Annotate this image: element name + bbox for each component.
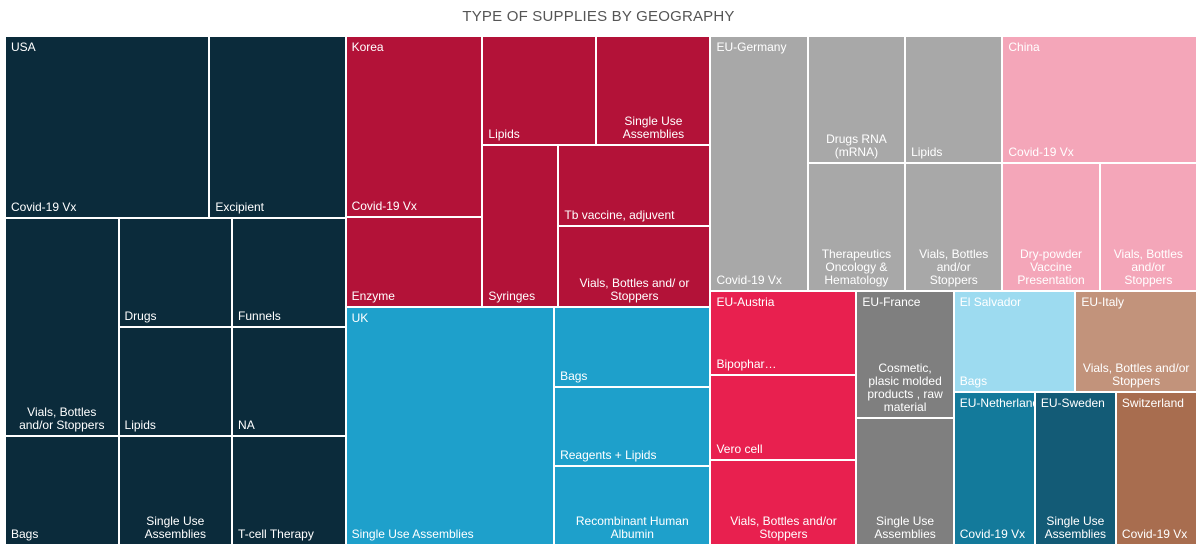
- treemap-cell: NA: [232, 326, 346, 436]
- cell-label: Covid-19 Vx: [1121, 526, 1188, 541]
- treemap-cell: Covid-19 Vx: [1002, 36, 1197, 164]
- cell-label: Covid-19 Vx: [716, 272, 782, 287]
- treemap-cell: Covid-19 Vx: [5, 36, 210, 218]
- cell-label: Drugs: [124, 308, 157, 323]
- treemap-cell: Bags: [554, 307, 711, 387]
- cell-label: Bipophar…: [716, 357, 777, 372]
- cell-label: Bags: [959, 374, 988, 389]
- cell-label: Drugs RNA (mRNA): [826, 132, 887, 160]
- treemap-cell: Recombinant Human Albumin: [554, 465, 711, 545]
- treemap-cell: Vials, Bottles and/or Stoppers: [905, 163, 1003, 291]
- treemap-cell: T-cell Therapy: [232, 435, 346, 545]
- cell-label: Covid-19 Vx: [959, 526, 1026, 541]
- cell-label: Vials, Bottles and/or Stoppers: [19, 404, 105, 432]
- cell-label: Funnels: [238, 308, 281, 323]
- cell-label: Lipids: [124, 417, 156, 432]
- treemap-cell: Tb vaccine, adjuvent: [558, 144, 711, 227]
- cell-label: Vials, Bottles and/or Stoppers: [730, 513, 837, 541]
- cell-label: Single Use Assemblies: [622, 113, 685, 141]
- cell-label: Therapeutics Oncology & Hematology: [821, 246, 892, 287]
- treemap-cell: Single Use Assemblies: [118, 435, 233, 545]
- cell-label: Recombinant Human Albumin: [575, 513, 689, 541]
- cell-label: Syringes: [488, 289, 536, 304]
- treemap-cell: Reagents + Lipids: [554, 386, 711, 466]
- cell-label: Single Use Assemblies: [1044, 513, 1107, 541]
- cell-label: NA: [238, 417, 255, 432]
- cell-label: Single Use Assemblies: [874, 514, 936, 541]
- cell-label: Tb vaccine, adjuvent: [564, 208, 675, 223]
- treemap: Covid-19 Vx Excipient Vials, Bottles and/o…: [5, 36, 1197, 545]
- treemap-cell: Vials, Bottles and/or Stoppers: [5, 217, 119, 436]
- cell-label: Vials, Bottles and/or Stoppers: [919, 246, 989, 287]
- cell-label: Vials, Bottles and/ or Stoppers: [579, 276, 690, 304]
- chart-title: TYPE OF SUPPLIES BY GEOGRAPHY: [462, 8, 735, 25]
- cell-label: Bags: [11, 526, 39, 541]
- treemap-cell: Drugs: [118, 217, 233, 327]
- cell-label: Lipids: [911, 145, 943, 160]
- cell-label: Reagents + Lipids: [560, 447, 657, 462]
- cell-label: Single Use Assemblies: [351, 526, 474, 541]
- treemap-cell: Dry-powder Vaccine Presentation: [1002, 163, 1100, 291]
- cell-label: Covid-19 Vx: [351, 198, 417, 213]
- treemap-cell: Funnels: [232, 217, 346, 327]
- treemap-cell: Lipids: [118, 326, 233, 436]
- treemap-cell: Vials, Bottles and/or Stoppers: [710, 460, 857, 545]
- cell-label: Vials, Bottles and/or Stoppers: [1113, 246, 1183, 287]
- treemap-cell: Vero cell: [710, 375, 857, 461]
- treemap-cell: Vials, Bottles and/or Stoppers: [1075, 290, 1197, 393]
- cell-label: Cosmetic, plasic molded products , raw m…: [867, 360, 943, 414]
- treemap-cell: Cosmetic, plasic molded products , raw m…: [856, 290, 954, 418]
- treemap-cell: Covid-19 Vx: [710, 36, 808, 291]
- cell-label: Enzyme: [351, 289, 395, 304]
- treemap-cell: Covid-19 Vx: [345, 36, 483, 217]
- cell-label: Lipids: [488, 126, 520, 141]
- treemap-cell: Single Use Assemblies: [856, 417, 954, 545]
- treemap-cell: Bags: [5, 435, 119, 545]
- treemap-cell: Single Use Assemblies: [596, 36, 711, 145]
- cell-label: Bags: [560, 368, 588, 383]
- treemap-cell: Syringes: [482, 144, 559, 308]
- treemap-cell: Enzyme: [345, 216, 483, 308]
- cell-label: Covid-19 Vx: [11, 199, 77, 214]
- treemap-cell: Vials, Bottles and/or Stoppers: [1099, 163, 1197, 291]
- cell-label: Excipient: [215, 199, 265, 214]
- treemap-cell: Bipophar…: [710, 290, 857, 376]
- treemap-cell: Covid-19 Vx: [953, 392, 1035, 545]
- cell-label: T-cell Therapy: [238, 526, 314, 541]
- treemap-cell: Lipids: [482, 36, 597, 145]
- treemap-cell: Bags: [953, 290, 1076, 393]
- cell-label: Single Use Assemblies: [144, 513, 206, 541]
- treemap-cell: Covid-19 Vx: [1115, 392, 1197, 545]
- treemap-cell: Lipids: [905, 36, 1003, 164]
- treemap-cell: Single Use Assemblies: [1034, 392, 1116, 545]
- cell-label: Covid-19 Vx: [1008, 145, 1074, 160]
- treemap-cell: Excipient: [209, 36, 346, 218]
- treemap-cell: Drugs RNA (mRNA): [807, 36, 906, 164]
- cell-label: Vero cell: [716, 442, 763, 457]
- treemap-cell: Therapeutics Oncology & Hematology: [807, 163, 906, 291]
- cell-label: Vials, Bottles and/or Stoppers: [1082, 361, 1190, 389]
- treemap-cell: Single Use Assemblies: [345, 307, 555, 545]
- cell-label: Dry-powder Vaccine Presentation: [1017, 246, 1085, 287]
- treemap-cell: Vials, Bottles and/ or Stoppers: [558, 226, 711, 308]
